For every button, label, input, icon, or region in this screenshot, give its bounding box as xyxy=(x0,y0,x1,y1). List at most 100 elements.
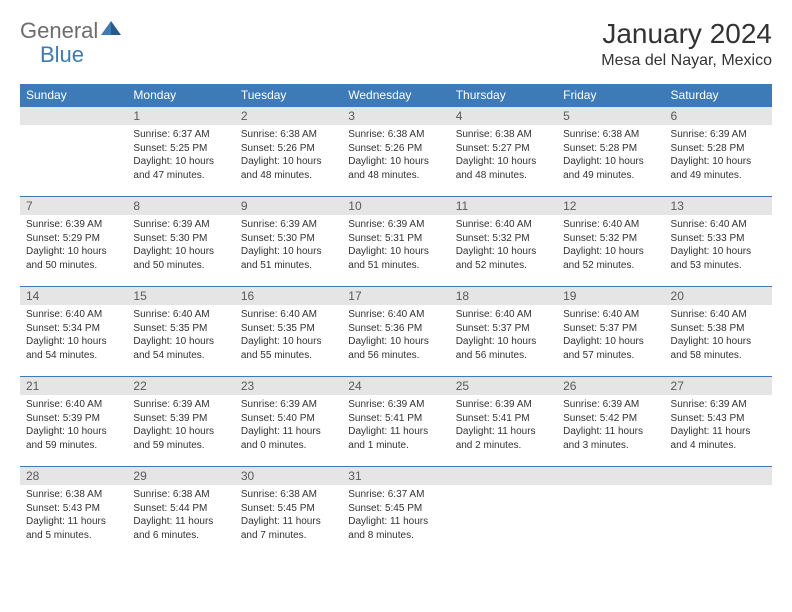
weekday-header: Tuesday xyxy=(235,84,342,106)
calendar-cell: 23Sunrise: 6:39 AMSunset: 5:40 PMDayligh… xyxy=(235,376,342,466)
calendar-cell xyxy=(557,466,664,556)
weekday-header: Friday xyxy=(557,84,664,106)
day-content-empty xyxy=(665,485,772,545)
calendar-week: 14Sunrise: 6:40 AMSunset: 5:34 PMDayligh… xyxy=(20,286,772,376)
location: Mesa del Nayar, Mexico xyxy=(601,52,772,70)
calendar-cell: 30Sunrise: 6:38 AMSunset: 5:45 PMDayligh… xyxy=(235,466,342,556)
calendar-cell xyxy=(665,466,772,556)
day-content: Sunrise: 6:39 AMSunset: 5:41 PMDaylight:… xyxy=(450,395,557,458)
calendar-cell: 29Sunrise: 6:38 AMSunset: 5:44 PMDayligh… xyxy=(127,466,234,556)
day-content: Sunrise: 6:40 AMSunset: 5:34 PMDaylight:… xyxy=(20,305,127,368)
calendar-cell: 20Sunrise: 6:40 AMSunset: 5:38 PMDayligh… xyxy=(665,286,772,376)
calendar-cell: 11Sunrise: 6:40 AMSunset: 5:32 PMDayligh… xyxy=(450,196,557,286)
calendar-week: 21Sunrise: 6:40 AMSunset: 5:39 PMDayligh… xyxy=(20,376,772,466)
day-number: 10 xyxy=(342,196,449,215)
day-number: 31 xyxy=(342,466,449,485)
calendar-body: 1Sunrise: 6:37 AMSunset: 5:25 PMDaylight… xyxy=(20,106,772,556)
day-content-empty xyxy=(450,485,557,545)
day-number: 1 xyxy=(127,106,234,125)
calendar-cell: 26Sunrise: 6:39 AMSunset: 5:42 PMDayligh… xyxy=(557,376,664,466)
calendar-cell: 27Sunrise: 6:39 AMSunset: 5:43 PMDayligh… xyxy=(665,376,772,466)
day-content: Sunrise: 6:38 AMSunset: 5:43 PMDaylight:… xyxy=(20,485,127,548)
calendar-cell xyxy=(20,106,127,196)
calendar-week: 1Sunrise: 6:37 AMSunset: 5:25 PMDaylight… xyxy=(20,106,772,196)
calendar-cell: 18Sunrise: 6:40 AMSunset: 5:37 PMDayligh… xyxy=(450,286,557,376)
logo-text-blue-wrap: Blue xyxy=(40,42,84,68)
calendar-cell: 25Sunrise: 6:39 AMSunset: 5:41 PMDayligh… xyxy=(450,376,557,466)
calendar-cell: 3Sunrise: 6:38 AMSunset: 5:26 PMDaylight… xyxy=(342,106,449,196)
day-content: Sunrise: 6:37 AMSunset: 5:25 PMDaylight:… xyxy=(127,125,234,188)
weekday-header: Monday xyxy=(127,84,234,106)
day-content: Sunrise: 6:40 AMSunset: 5:36 PMDaylight:… xyxy=(342,305,449,368)
day-number: 26 xyxy=(557,376,664,395)
day-number: 7 xyxy=(20,196,127,215)
day-number: 14 xyxy=(20,286,127,305)
day-content: Sunrise: 6:39 AMSunset: 5:39 PMDaylight:… xyxy=(127,395,234,458)
day-content: Sunrise: 6:40 AMSunset: 5:32 PMDaylight:… xyxy=(557,215,664,278)
calendar-cell: 22Sunrise: 6:39 AMSunset: 5:39 PMDayligh… xyxy=(127,376,234,466)
calendar-cell: 16Sunrise: 6:40 AMSunset: 5:35 PMDayligh… xyxy=(235,286,342,376)
header: General January 2024 Mesa del Nayar, Mex… xyxy=(20,18,772,70)
day-number-empty xyxy=(665,466,772,485)
logo-icon xyxy=(101,18,123,41)
day-number: 16 xyxy=(235,286,342,305)
day-content: Sunrise: 6:39 AMSunset: 5:43 PMDaylight:… xyxy=(665,395,772,458)
day-content: Sunrise: 6:39 AMSunset: 5:28 PMDaylight:… xyxy=(665,125,772,188)
calendar-cell: 8Sunrise: 6:39 AMSunset: 5:30 PMDaylight… xyxy=(127,196,234,286)
day-number: 6 xyxy=(665,106,772,125)
day-content-empty xyxy=(557,485,664,545)
logo-text-general: General xyxy=(20,18,98,44)
day-content: Sunrise: 6:40 AMSunset: 5:35 PMDaylight:… xyxy=(127,305,234,368)
day-number: 18 xyxy=(450,286,557,305)
day-number: 15 xyxy=(127,286,234,305)
logo-text-blue: Blue xyxy=(40,42,84,67)
calendar-table: SundayMondayTuesdayWednesdayThursdayFrid… xyxy=(20,84,772,556)
day-number: 28 xyxy=(20,466,127,485)
calendar-cell: 15Sunrise: 6:40 AMSunset: 5:35 PMDayligh… xyxy=(127,286,234,376)
day-number: 20 xyxy=(665,286,772,305)
calendar-cell xyxy=(450,466,557,556)
calendar-cell: 6Sunrise: 6:39 AMSunset: 5:28 PMDaylight… xyxy=(665,106,772,196)
calendar-cell: 5Sunrise: 6:38 AMSunset: 5:28 PMDaylight… xyxy=(557,106,664,196)
day-number: 5 xyxy=(557,106,664,125)
day-content: Sunrise: 6:39 AMSunset: 5:40 PMDaylight:… xyxy=(235,395,342,458)
calendar-cell: 14Sunrise: 6:40 AMSunset: 5:34 PMDayligh… xyxy=(20,286,127,376)
day-number: 13 xyxy=(665,196,772,215)
day-content: Sunrise: 6:40 AMSunset: 5:39 PMDaylight:… xyxy=(20,395,127,458)
day-number: 2 xyxy=(235,106,342,125)
day-content: Sunrise: 6:40 AMSunset: 5:37 PMDaylight:… xyxy=(450,305,557,368)
day-content: Sunrise: 6:40 AMSunset: 5:38 PMDaylight:… xyxy=(665,305,772,368)
day-number: 22 xyxy=(127,376,234,395)
day-number: 23 xyxy=(235,376,342,395)
calendar-cell: 12Sunrise: 6:40 AMSunset: 5:32 PMDayligh… xyxy=(557,196,664,286)
calendar-week: 7Sunrise: 6:39 AMSunset: 5:29 PMDaylight… xyxy=(20,196,772,286)
day-content: Sunrise: 6:39 AMSunset: 5:31 PMDaylight:… xyxy=(342,215,449,278)
day-number: 12 xyxy=(557,196,664,215)
day-number: 9 xyxy=(235,196,342,215)
day-number: 8 xyxy=(127,196,234,215)
calendar-cell: 13Sunrise: 6:40 AMSunset: 5:33 PMDayligh… xyxy=(665,196,772,286)
day-content: Sunrise: 6:38 AMSunset: 5:26 PMDaylight:… xyxy=(342,125,449,188)
calendar-cell: 19Sunrise: 6:40 AMSunset: 5:37 PMDayligh… xyxy=(557,286,664,376)
day-content: Sunrise: 6:40 AMSunset: 5:33 PMDaylight:… xyxy=(665,215,772,278)
day-content: Sunrise: 6:38 AMSunset: 5:28 PMDaylight:… xyxy=(557,125,664,188)
weekday-header: Sunday xyxy=(20,84,127,106)
day-content: Sunrise: 6:40 AMSunset: 5:35 PMDaylight:… xyxy=(235,305,342,368)
calendar-cell: 9Sunrise: 6:39 AMSunset: 5:30 PMDaylight… xyxy=(235,196,342,286)
day-content: Sunrise: 6:39 AMSunset: 5:42 PMDaylight:… xyxy=(557,395,664,458)
day-number-empty xyxy=(450,466,557,485)
calendar-cell: 1Sunrise: 6:37 AMSunset: 5:25 PMDaylight… xyxy=(127,106,234,196)
day-number: 21 xyxy=(20,376,127,395)
day-number: 25 xyxy=(450,376,557,395)
weekday-header: Saturday xyxy=(665,84,772,106)
day-number: 4 xyxy=(450,106,557,125)
day-content: Sunrise: 6:38 AMSunset: 5:44 PMDaylight:… xyxy=(127,485,234,548)
calendar-header-row: SundayMondayTuesdayWednesdayThursdayFrid… xyxy=(20,84,772,106)
day-number-empty xyxy=(557,466,664,485)
calendar-cell: 4Sunrise: 6:38 AMSunset: 5:27 PMDaylight… xyxy=(450,106,557,196)
day-content: Sunrise: 6:39 AMSunset: 5:41 PMDaylight:… xyxy=(342,395,449,458)
month-title: January 2024 xyxy=(601,18,772,50)
day-content: Sunrise: 6:37 AMSunset: 5:45 PMDaylight:… xyxy=(342,485,449,548)
day-number: 29 xyxy=(127,466,234,485)
day-content: Sunrise: 6:39 AMSunset: 5:30 PMDaylight:… xyxy=(127,215,234,278)
